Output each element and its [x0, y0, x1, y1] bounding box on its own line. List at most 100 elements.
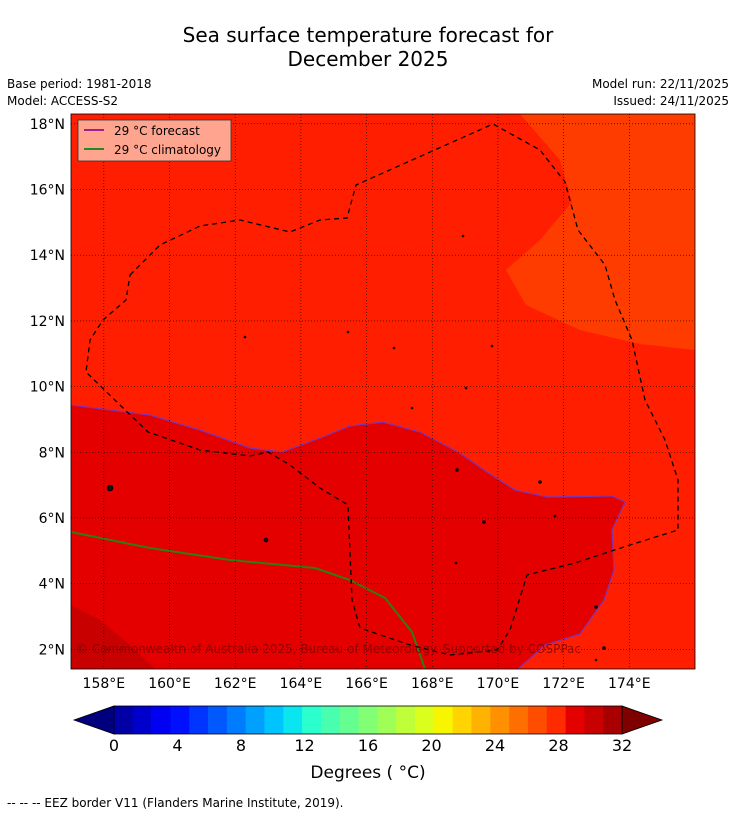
island-marker: [464, 386, 468, 390]
colorbar-bin: [471, 706, 491, 734]
lon-tick-label: 172°E: [542, 676, 585, 692]
model-name: Model: ACCESS-S2: [7, 94, 119, 108]
colorbar-bin: [302, 706, 322, 734]
island-marker: [594, 605, 598, 609]
lat-tick-label: 4°N: [39, 577, 65, 593]
colorbar-bin: [527, 706, 548, 734]
island-marker: [392, 346, 396, 350]
lon-tick-label: 164°E: [280, 676, 323, 692]
colorbar-bin: [151, 706, 171, 734]
island-marker: [455, 468, 459, 472]
islands: [106, 234, 606, 662]
island-marker: [461, 234, 465, 238]
colorbar-bin: [603, 706, 623, 734]
colorbar-tick-label: 12: [294, 736, 314, 755]
colorbar-bin: [415, 706, 435, 734]
lon-tick-label: 160°E: [148, 676, 191, 692]
colorbar-bin: [320, 706, 341, 734]
base-period: Base period: 1981-2018: [7, 77, 152, 91]
colorbar-bin: [546, 706, 566, 734]
colorbar-bin: [490, 706, 510, 734]
lon-tick-label: 168°E: [411, 676, 454, 692]
colorbar-tick-label: 28: [548, 736, 568, 755]
colorbar-frame: [113, 705, 623, 735]
forecast-29c-contour: [71, 404, 626, 669]
lon-tick-label: 174°E: [608, 676, 651, 692]
climatology-29c-contour: [71, 531, 426, 669]
colorbar-bin: [584, 706, 604, 734]
lat-tick-label: 2°N: [39, 642, 65, 658]
colorbar-tick-label: 32: [612, 736, 632, 755]
sst-region-29-30: [71, 405, 625, 669]
lat-tick-label: 16°N: [30, 183, 65, 199]
map-figure: 18°N 16°N 14°N 12°N 10°N 8°N 6°N 4°N 2°N 158°E 16…: [30, 113, 696, 755]
island-marker: [482, 520, 486, 524]
colorbar-bin: [114, 706, 134, 734]
model-run: Model run: 22/11/2025: [591, 77, 729, 91]
map-gridlines: [71, 114, 695, 669]
colorbar-tick-label: 24: [485, 736, 505, 755]
legend-box: [77, 119, 232, 162]
island-marker: [454, 561, 458, 565]
colorbar-bin: [565, 706, 585, 734]
island-marker: [106, 484, 114, 492]
island-marker: [538, 480, 542, 484]
colorbar-tick-label: 20: [421, 736, 441, 755]
eez-border: [85, 123, 679, 656]
sst-region-30-31: [71, 605, 155, 669]
sst-region-27-28: [506, 114, 695, 350]
island-marker: [263, 537, 269, 543]
colorbar-bin: [264, 706, 284, 734]
lon-tick-label: 170°E: [477, 676, 520, 692]
lat-tick-label: 18°N: [30, 117, 65, 133]
colorbar-bin: [170, 706, 190, 734]
lon-tick-label: 158°E: [83, 676, 126, 692]
island-marker: [346, 330, 350, 334]
colorbar-low-extension: [72, 705, 115, 735]
colorbar-bin: [509, 706, 529, 734]
colorbar-bin: [396, 706, 416, 734]
colorbar-tick-label: 4: [172, 736, 182, 755]
colorbar-bin: [189, 706, 209, 734]
lat-tick-label: 6°N: [39, 511, 65, 527]
colorbar-bin: [433, 706, 453, 734]
island-marker: [553, 514, 557, 518]
colorbar-bin: [208, 706, 228, 734]
issued-date: Issued: 24/11/2025: [613, 94, 729, 108]
colorbar-bin: [226, 706, 247, 734]
island-marker: [594, 658, 598, 662]
colorbar-units-label: Degrees ( °C): [310, 763, 426, 783]
colorbar: [72, 705, 664, 735]
colorbar-bin: [245, 706, 265, 734]
sst-field: [71, 114, 695, 669]
lat-tick-label: 14°N: [30, 248, 65, 264]
lat-tick-label: 12°N: [30, 314, 65, 330]
colorbar-ticks: 0 4 8 12 16 20 24 28 32: [109, 736, 632, 755]
island-marker: [490, 344, 494, 348]
longitude-labels: 158°E 160°E 162°E 164°E 166°E 168°E 170°E 172°E…: [83, 676, 651, 692]
colorbar-bin: [358, 706, 378, 734]
lon-tick-label: 162°E: [214, 676, 257, 692]
eez-footnote: -- -- -- EEZ border V11 (Flanders Marine…: [7, 796, 344, 810]
colorbar-bin: [339, 706, 359, 734]
island-marker: [410, 406, 414, 410]
map-frame: [70, 113, 696, 670]
colorbar-tick-label: 8: [236, 736, 246, 755]
colorbar-tick-label: 0: [109, 736, 119, 755]
island-marker: [602, 646, 606, 650]
chart-title-line2: December 2025: [287, 47, 449, 71]
chart-title-line1: Sea surface temperature forecast for: [182, 23, 554, 47]
colorbar-high-extension: [621, 705, 664, 735]
colorbar-tick-label: 16: [358, 736, 378, 755]
map-legend: 29 °C forecast 29 °C climatology: [77, 119, 232, 162]
lat-tick-label: 8°N: [39, 445, 65, 461]
colorbar-bin: [452, 706, 472, 734]
lat-tick-label: 10°N: [30, 380, 65, 396]
legend-forecast-label: 29 °C forecast: [114, 124, 200, 138]
latitude-labels: 18°N 16°N 14°N 12°N 10°N 8°N 6°N 4°N 2°N: [30, 117, 65, 658]
colorbar-bin: [132, 706, 152, 734]
map-copyright: © Commonwealth of Australia 2025, Bureau…: [76, 642, 581, 656]
legend-climatology-label: 29 °C climatology: [114, 143, 221, 157]
colorbar-bin: [377, 706, 397, 734]
colorbar-bin: [283, 706, 303, 734]
